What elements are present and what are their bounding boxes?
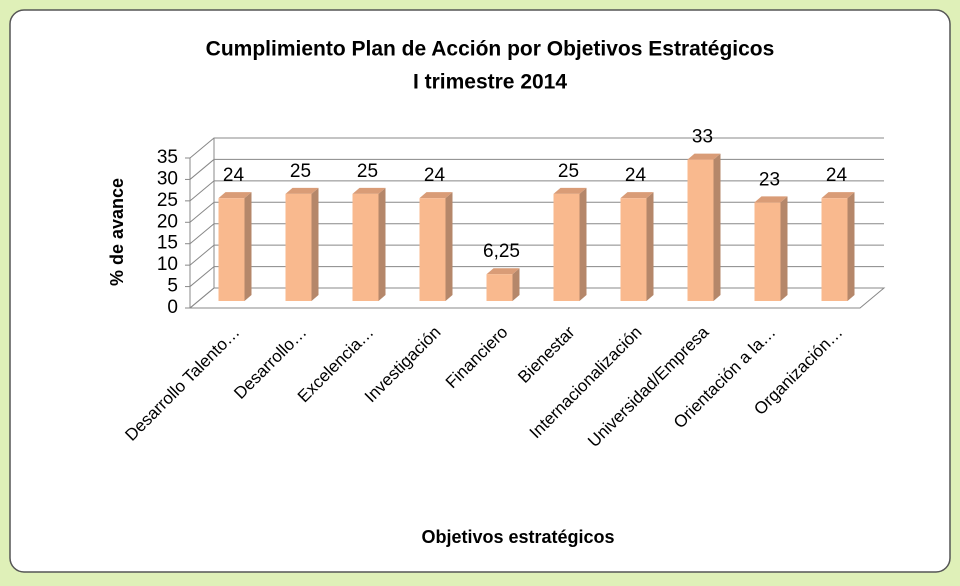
grid-line	[189, 137, 884, 159]
value-label: 24	[826, 165, 848, 186]
bar	[218, 198, 245, 301]
bar-side	[244, 192, 252, 301]
bar-side	[311, 187, 319, 301]
bar-side	[378, 187, 386, 301]
bar-side	[646, 192, 654, 301]
bar-top	[419, 192, 453, 199]
grid-line	[189, 223, 884, 245]
grid-line	[189, 201, 884, 223]
bar-top	[285, 187, 319, 194]
value-label: 6,25	[483, 241, 520, 262]
chart-title: Cumplimiento Plan de Acción por Objetivo…	[206, 38, 775, 61]
bar-side	[579, 187, 587, 301]
bar	[352, 193, 379, 301]
bar-side	[445, 192, 453, 301]
bar-top	[553, 187, 587, 194]
bar-top	[754, 196, 788, 203]
value-label: 25	[558, 161, 579, 182]
bar	[620, 198, 647, 301]
value-label: 24	[625, 165, 647, 186]
value-label: 25	[290, 161, 311, 182]
grid-line	[189, 158, 884, 180]
grid-line	[189, 180, 884, 202]
bar-top	[352, 187, 386, 194]
value-label: 23	[759, 169, 780, 190]
value-label: 24	[424, 165, 446, 186]
y-tick-label: 35	[157, 147, 178, 168]
y-tick-label: 25	[157, 190, 178, 211]
bar-top	[687, 153, 721, 160]
bar	[553, 193, 580, 301]
y-tick-label: 0	[167, 297, 178, 318]
grid-line	[189, 244, 884, 266]
y-tick-label: 30	[157, 168, 178, 189]
bar-top	[620, 192, 654, 199]
chart-subtitle: I trimestre 2014	[413, 71, 567, 94]
bar-side	[847, 192, 855, 301]
bar-side	[512, 268, 520, 301]
y-tick-label: 10	[157, 254, 178, 275]
y-tick-label: 20	[157, 211, 178, 232]
y-tick-label: 15	[157, 233, 178, 254]
grid-line	[189, 287, 884, 309]
bar	[285, 193, 312, 301]
bar-side	[780, 196, 788, 301]
bar	[419, 198, 446, 301]
bar-top	[821, 192, 855, 199]
value-label: 25	[357, 161, 378, 182]
x-axis-label: Objetivos estratégicos	[421, 527, 614, 547]
bar-top	[218, 192, 252, 199]
grid-line	[189, 266, 884, 287]
bar	[754, 202, 781, 301]
value-label: 33	[692, 127, 713, 148]
bar	[486, 274, 513, 301]
bar	[821, 198, 848, 301]
value-label: 24	[223, 165, 245, 186]
chart-panel	[9, 9, 951, 573]
y-axis-label: % de avance	[107, 178, 127, 286]
bar-side	[713, 153, 721, 301]
bar	[687, 159, 714, 301]
bar-top	[486, 268, 520, 275]
y-tick-label: 5	[167, 276, 178, 297]
